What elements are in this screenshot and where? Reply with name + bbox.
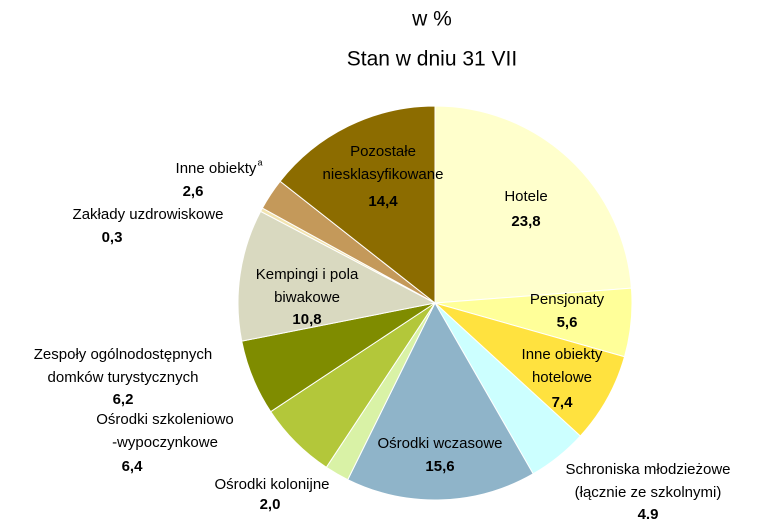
value-label: 6,2 xyxy=(113,391,134,408)
value-label: 0,3 xyxy=(102,229,123,246)
value-label: 2,6 xyxy=(183,183,204,200)
slice-label: Inne obiekty xyxy=(176,160,257,177)
slice-label: Ośrodki wczasowe xyxy=(377,435,502,452)
value-label: 15,6 xyxy=(425,458,454,475)
slice-label: Zespoły ogólnodostępnych domków turystycz… xyxy=(34,346,212,386)
pie-slice xyxy=(434,105,632,304)
chart-subtitle: Stan w dniu 31 VII xyxy=(347,48,517,71)
pie-slice xyxy=(237,210,437,342)
value-label: 23,8 xyxy=(511,213,540,230)
value-label: 5,6 xyxy=(557,314,578,331)
pie-slice xyxy=(279,105,436,305)
chart-title: w % xyxy=(411,8,452,31)
pie-slice xyxy=(347,301,534,501)
slice-label: Ośrodki szkoleniowo -wypoczynkowe xyxy=(96,411,234,451)
slice-label: Ośrodki kolonijne xyxy=(214,476,329,493)
value-label: 10,8 xyxy=(292,311,321,328)
slice-label: Kempingi i pola biwakowe xyxy=(256,266,359,306)
slice-label: Hotele xyxy=(504,188,547,205)
value-label: 7,4 xyxy=(552,394,574,411)
slice-label: Pensjonaty xyxy=(530,291,605,308)
footnote-mark: a xyxy=(257,157,262,167)
value-label: 2,0 xyxy=(260,496,281,513)
slice-label: Schroniska młodzieżowe (łącznie ze szkoln… xyxy=(565,461,730,501)
value-label: 4,9 xyxy=(638,506,659,519)
slice-label: Pozostałe niesklasyfikowane xyxy=(323,143,444,183)
value-label: 6,4 xyxy=(122,458,144,475)
slice-label: Inne obiekty hotelowe xyxy=(522,346,603,386)
slice-label: Zakłady uzdrowiskowe xyxy=(73,206,224,223)
value-label: 14,4 xyxy=(368,193,398,210)
